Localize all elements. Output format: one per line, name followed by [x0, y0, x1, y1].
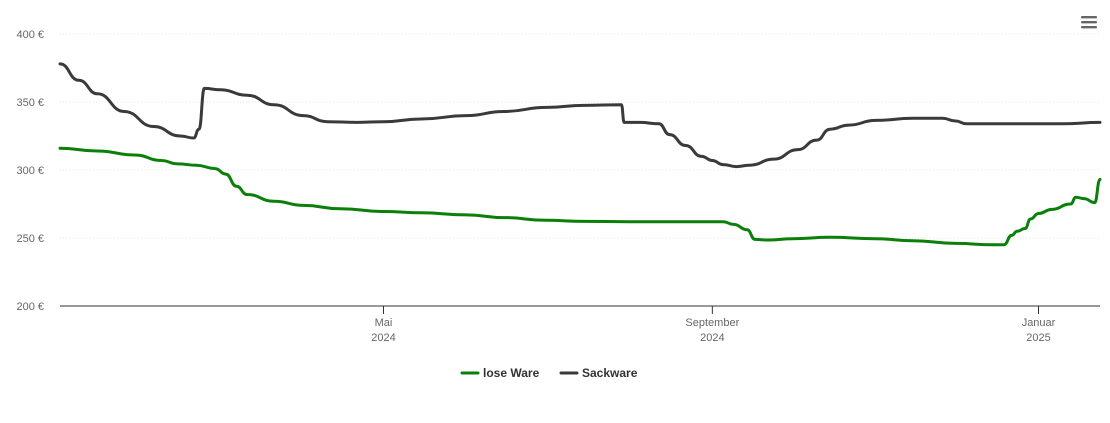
series-line-sackware — [58, 62, 1102, 169]
x-tick-label-month: Mai — [375, 317, 393, 329]
x-tick-label-year: 2024 — [700, 332, 724, 344]
y-tick-label: 400 € — [16, 29, 44, 41]
hamburger-menu-icon — [1081, 16, 1097, 29]
legend-item-lose-ware[interactable]: lose Ware — [460, 366, 540, 380]
x-tick-label-year: 2025 — [1026, 332, 1050, 344]
y-tick-label: 350 € — [16, 97, 44, 109]
legend-label: lose Ware — [483, 366, 540, 380]
y-tick-label: 300 € — [16, 165, 44, 177]
chart-menu-button[interactable] — [1080, 14, 1098, 30]
x-axis: Mai 2024 September 2024 Januar 2025 — [371, 306, 1056, 344]
y-tick-label: 250 € — [16, 233, 44, 245]
grid-lines — [60, 33, 1100, 239]
legend: lose Ware Sackware — [460, 366, 638, 380]
x-tick-label-month: September — [685, 317, 739, 329]
series-lines — [58, 62, 1102, 247]
series-line-lose-ware — [58, 146, 1102, 247]
y-tick-label: 200 € — [16, 301, 44, 313]
x-tick-label-month: Januar — [1022, 317, 1056, 329]
y-axis: 200 € 250 € 300 € 350 € 400 € — [16, 29, 44, 313]
x-tick-label-year: 2024 — [371, 332, 395, 344]
legend-label: Sackware — [582, 366, 638, 380]
legend-item-sackware[interactable]: Sackware — [559, 366, 638, 380]
